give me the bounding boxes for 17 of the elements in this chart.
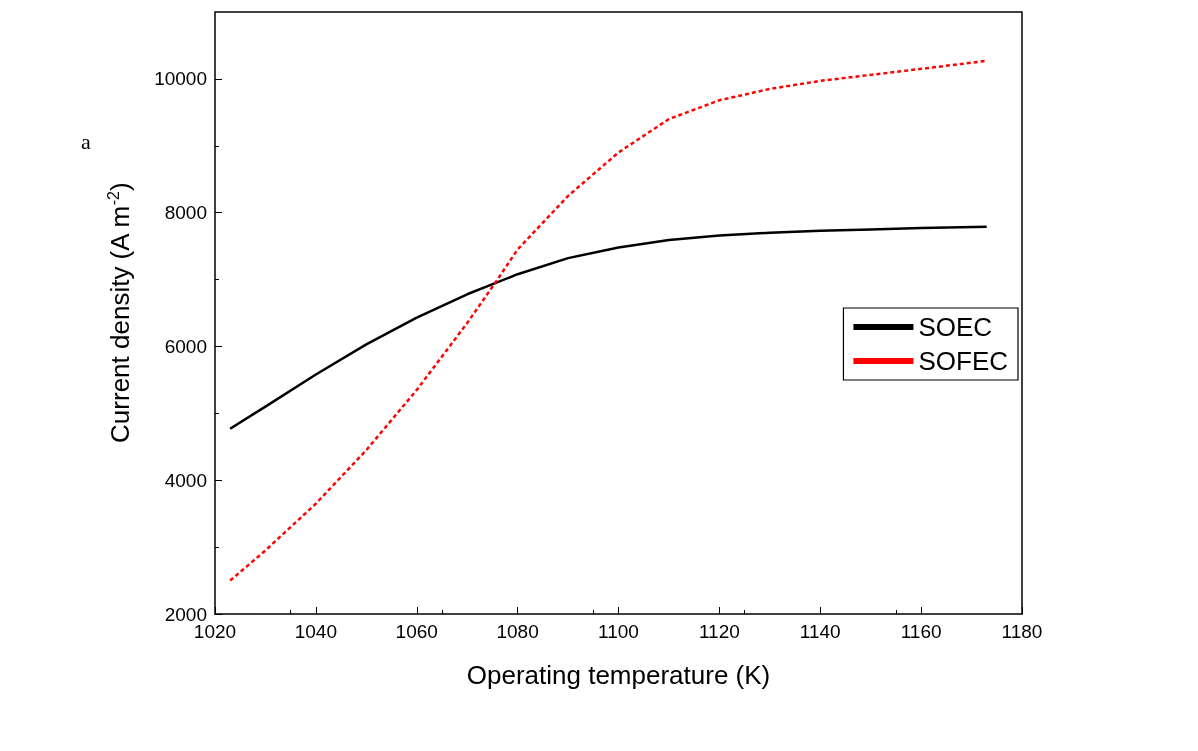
x-tick-label: 1080: [496, 621, 539, 642]
y-axis-title: Current density (A m-2): [104, 182, 135, 443]
y-tick-label: 8000: [164, 202, 207, 224]
x-tick-label: 1120: [698, 621, 740, 642]
y-tick-label: 6000: [164, 335, 207, 357]
x-tick-label: 1060: [395, 621, 438, 642]
legend-label: SOFEC: [918, 346, 1009, 376]
legend-label: SOEC: [918, 312, 993, 342]
x-tick-label: 1180: [1001, 621, 1043, 642]
y-tick-label: 10000: [154, 68, 207, 90]
x-tick-label: 1160: [900, 621, 942, 642]
x-axis-title: Operating temperature (K): [466, 660, 771, 690]
x-tick-label: 1100: [598, 621, 639, 642]
x-tick-label: 1040: [294, 621, 338, 642]
x-tick-label: 1140: [799, 621, 841, 642]
y-tick-label: 4000: [164, 469, 207, 491]
text: a: [81, 128, 91, 154]
